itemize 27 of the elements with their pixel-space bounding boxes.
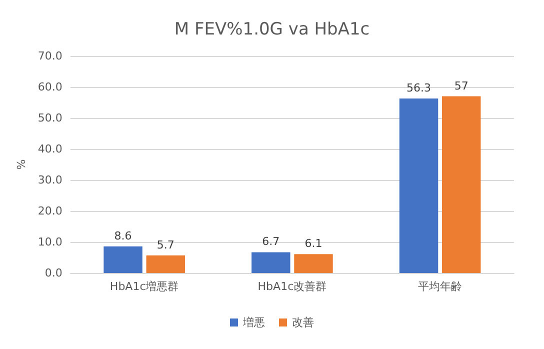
- data-label: 5.7: [156, 238, 174, 252]
- bar: [399, 98, 438, 273]
- y-tick-label: 10.0: [38, 236, 62, 248]
- data-label: 57: [454, 79, 468, 92]
- bar: [294, 254, 333, 273]
- data-label: 56.3: [406, 81, 432, 94]
- y-tick-label: 70.0: [38, 50, 62, 62]
- bar: [146, 255, 185, 273]
- bar: [252, 252, 290, 273]
- x-tick-label: 平均年齢: [418, 280, 462, 293]
- y-tick-label: 40.0: [38, 142, 62, 156]
- data-label: 6.7: [262, 235, 280, 248]
- y-tick-label: 60.0: [38, 80, 62, 94]
- data-label: 8.6: [114, 229, 132, 242]
- y-tick-label: 20.0: [38, 204, 62, 218]
- chart-title: M FEV%1.0G va HbA1c: [174, 20, 370, 40]
- legend-label: 改善: [292, 316, 314, 329]
- bar: [104, 246, 142, 273]
- x-tick-label: HbA1c改善群: [258, 280, 327, 293]
- y-tick-label: 30.0: [38, 174, 62, 186]
- data-label: 6.1: [304, 237, 322, 250]
- y-tick-label: 50.0: [38, 112, 62, 124]
- bar: [442, 96, 481, 273]
- y-tick-label: 0.0: [44, 266, 62, 280]
- x-tick-label: HbA1c増悪群: [110, 280, 179, 293]
- y-axis-title: %: [15, 159, 28, 170]
- legend-label: 増悪: [242, 316, 265, 329]
